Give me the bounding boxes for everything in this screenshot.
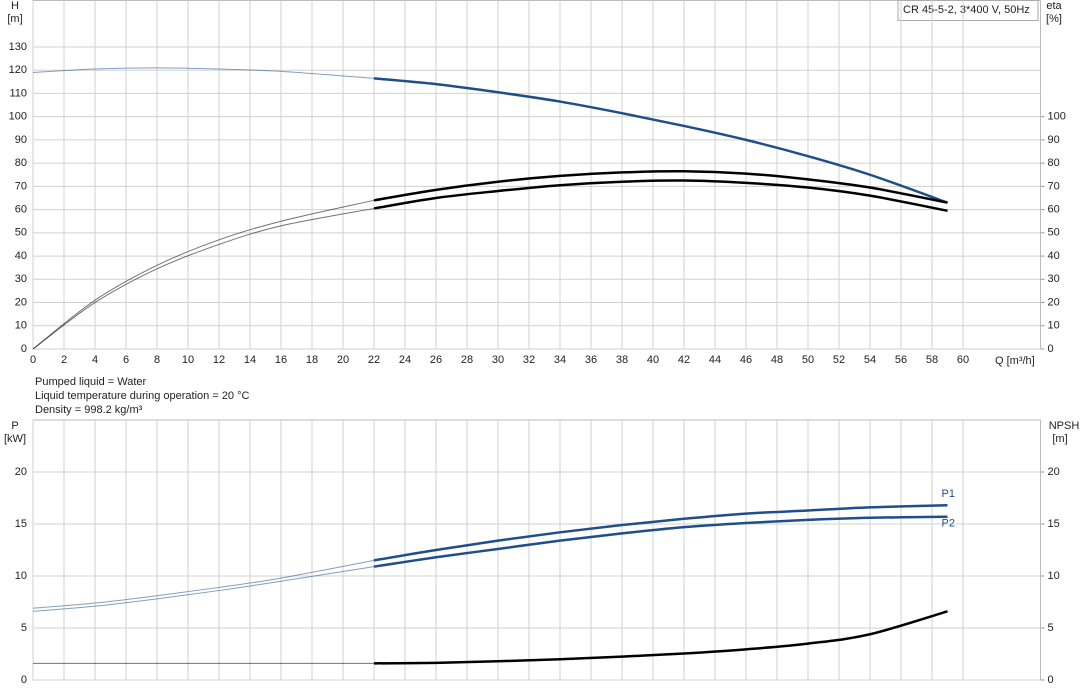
x-tick-label: 60 bbox=[957, 354, 969, 366]
y2-tick-label: 30 bbox=[1048, 273, 1060, 285]
y2-axis-label: eta bbox=[1046, 0, 1062, 12]
x-tick-label: 24 bbox=[399, 354, 411, 366]
y-tick-label: 50 bbox=[15, 227, 27, 239]
x-tick-label: 22 bbox=[368, 354, 380, 366]
x-tick-label: 50 bbox=[802, 354, 814, 366]
y-axis-unit: [m] bbox=[7, 13, 22, 25]
curve bbox=[373, 77, 948, 204]
curve bbox=[373, 169, 948, 204]
x-tick-label: 14 bbox=[244, 354, 256, 366]
x-tick-label: 36 bbox=[585, 354, 597, 366]
y2-tick-label: 60 bbox=[1048, 204, 1060, 216]
x-axis-label: Q [m³/h] bbox=[995, 355, 1035, 367]
y2-tick-label: 40 bbox=[1048, 250, 1060, 262]
chart-title: CR 45-5-2, 3*400 V, 50Hz bbox=[903, 4, 1030, 16]
plot-frame bbox=[32, 419, 1041, 681]
curve bbox=[32, 566, 375, 612]
x-tick-label: 10 bbox=[182, 354, 194, 366]
y-axis-label: P bbox=[11, 420, 18, 432]
y2-tick-label: 10 bbox=[1048, 320, 1060, 332]
curve bbox=[373, 515, 948, 568]
y-tick-label: 5 bbox=[21, 622, 27, 634]
x-tick-label: 30 bbox=[492, 354, 504, 366]
y-tick-label: 0 bbox=[21, 343, 27, 355]
x-tick-label: 42 bbox=[678, 354, 690, 366]
y2-tick-label: 5 bbox=[1048, 622, 1054, 634]
x-tick-label: 52 bbox=[833, 354, 845, 366]
note: Liquid temperature during operation = 20… bbox=[35, 390, 250, 402]
x-tick-label: 34 bbox=[554, 354, 566, 366]
curve bbox=[32, 207, 375, 350]
y2-tick-label: 15 bbox=[1048, 518, 1060, 530]
x-tick-label: 56 bbox=[895, 354, 907, 366]
x-tick-label: 8 bbox=[154, 354, 160, 366]
y2-tick-label: 0 bbox=[1048, 674, 1054, 686]
y2-axis-unit: [%] bbox=[1046, 13, 1062, 25]
y-tick-label: 10 bbox=[15, 320, 27, 332]
y2-tick-label: 70 bbox=[1048, 180, 1060, 192]
y-tick-label: 70 bbox=[15, 180, 27, 192]
series-label: P2 bbox=[942, 518, 955, 530]
x-tick-label: 38 bbox=[616, 354, 628, 366]
y-tick-label: 60 bbox=[15, 204, 27, 216]
x-tick-label: 26 bbox=[430, 354, 442, 366]
note: Density = 998.2 kg/m³ bbox=[35, 404, 143, 416]
x-tick-label: 44 bbox=[709, 354, 721, 366]
y-tick-label: 120 bbox=[9, 64, 27, 76]
y2-tick-label: 80 bbox=[1048, 157, 1060, 169]
series-label: P1 bbox=[942, 488, 955, 500]
curve bbox=[32, 559, 375, 609]
curve bbox=[373, 504, 948, 562]
x-tick-label: 16 bbox=[275, 354, 287, 366]
y2-tick-label: 100 bbox=[1048, 111, 1066, 123]
curve bbox=[32, 67, 375, 79]
curve bbox=[373, 610, 948, 665]
y2-tick-label: 50 bbox=[1048, 227, 1060, 239]
y-tick-label: 10 bbox=[15, 570, 27, 582]
x-tick-label: 54 bbox=[864, 354, 876, 366]
x-tick-label: 46 bbox=[740, 354, 752, 366]
y-tick-label: 15 bbox=[15, 518, 27, 530]
y-tick-label: 130 bbox=[9, 41, 27, 53]
x-tick-label: 0 bbox=[30, 354, 36, 366]
x-tick-label: 28 bbox=[461, 354, 473, 366]
y2-tick-label: 0 bbox=[1048, 343, 1054, 355]
plot-frame bbox=[32, 0, 1041, 350]
y2-axis-unit: [m] bbox=[1052, 433, 1067, 445]
x-tick-label: 58 bbox=[926, 354, 938, 366]
y-axis-unit: [kW] bbox=[4, 433, 26, 445]
note: Pumped liquid = Water bbox=[35, 376, 147, 388]
y2-tick-label: 90 bbox=[1048, 134, 1060, 146]
y-tick-label: 20 bbox=[15, 466, 27, 478]
y2-tick-label: 10 bbox=[1048, 570, 1060, 582]
y-tick-label: 100 bbox=[9, 111, 27, 123]
curve bbox=[32, 199, 375, 350]
y2-tick-label: 20 bbox=[1048, 296, 1060, 308]
x-tick-label: 4 bbox=[92, 354, 98, 366]
title-box bbox=[897, 0, 1039, 21]
y-tick-label: 0 bbox=[21, 674, 27, 686]
y-tick-label: 110 bbox=[9, 87, 27, 99]
x-tick-label: 40 bbox=[647, 354, 659, 366]
y-tick-label: 20 bbox=[15, 296, 27, 308]
x-tick-label: 2 bbox=[61, 354, 67, 366]
x-tick-label: 32 bbox=[523, 354, 535, 366]
y-tick-label: 80 bbox=[15, 157, 27, 169]
x-tick-label: 12 bbox=[213, 354, 225, 366]
x-tick-label: 18 bbox=[306, 354, 318, 366]
curve bbox=[373, 179, 948, 212]
y-axis-label: H bbox=[11, 0, 19, 12]
y2-tick-label: 20 bbox=[1048, 466, 1060, 478]
x-tick-label: 20 bbox=[337, 354, 349, 366]
x-tick-label: 6 bbox=[123, 354, 129, 366]
y-tick-label: 40 bbox=[15, 250, 27, 262]
y2-axis-label: NPSH bbox=[1049, 420, 1080, 432]
y-tick-label: 30 bbox=[15, 273, 27, 285]
x-tick-label: 48 bbox=[771, 354, 783, 366]
y-tick-label: 90 bbox=[15, 134, 27, 146]
